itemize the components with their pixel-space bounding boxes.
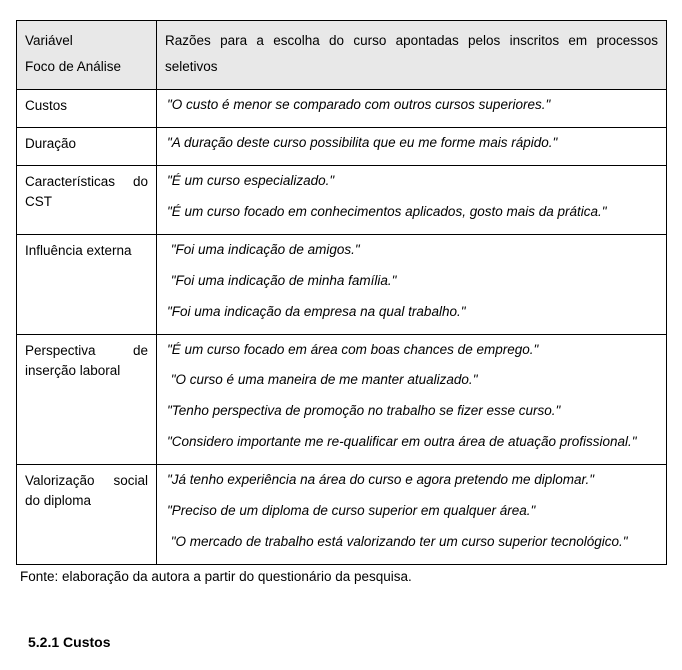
- reasons-cell: "É um curso focado em área com boas chan…: [157, 334, 667, 465]
- table-header-row: Variável Foco de Análise Razões para a e…: [17, 21, 667, 90]
- reasons-cell: "Já tenho experiência na área do curso e…: [157, 465, 667, 565]
- header-variable: Variável Foco de Análise: [17, 21, 157, 90]
- quote-text: "Já tenho experiência na área do curso e…: [167, 471, 658, 490]
- table-row: Influência externa "Foi uma indicação de…: [17, 234, 667, 334]
- reasons-table: Variável Foco de Análise Razões para a e…: [16, 20, 667, 565]
- variable-label: Perspectiva de inserção laboral: [25, 343, 148, 378]
- quote-text: "A duração deste curso possibilita que e…: [167, 134, 658, 153]
- reasons-cell: "A duração deste curso possibilita que e…: [157, 128, 667, 166]
- quote-text: "Foi uma indicação de minha família.": [167, 272, 658, 291]
- header-variable-line2: Foco de Análise: [25, 59, 121, 74]
- table-row: Perspectiva de inserção laboral "É um cu…: [17, 334, 667, 465]
- header-reasons: Razões para a escolha do curso apontadas…: [157, 21, 667, 90]
- variable-cell: Influência externa: [17, 234, 157, 334]
- table-row: Valorização social do diploma "Já tenho …: [17, 465, 667, 565]
- quote-text: "Tenho perspectiva de promoção no trabal…: [167, 402, 658, 421]
- quote-text: "O mercado de trabalho está valorizando …: [167, 533, 658, 552]
- quote-text: "É um curso focado em conhecimentos apli…: [167, 203, 658, 222]
- table-body: Custos "O custo é menor se comparado com…: [17, 90, 667, 564]
- quote-text: "Considero importante me re-qualificar e…: [167, 433, 658, 452]
- quote-text: "O custo é menor se comparado com outros…: [167, 96, 658, 115]
- source-note: Fonte: elaboração da autora a partir do …: [20, 569, 666, 584]
- reasons-cell: "Foi uma indicação de amigos." "Foi uma …: [157, 234, 667, 334]
- quote-text: "Preciso de um diploma de curso superior…: [167, 502, 658, 521]
- variable-cell: Características do CST: [17, 166, 157, 235]
- table-row: Duração "A duração deste curso possibili…: [17, 128, 667, 166]
- table-row: Características do CST "É um curso espec…: [17, 166, 667, 235]
- quote-text: "Foi uma indicação de amigos.": [167, 241, 658, 260]
- variable-cell: Custos: [17, 90, 157, 128]
- reasons-cell: "É um curso especializado." "É um curso …: [157, 166, 667, 235]
- quote-text: "É um curso focado em área com boas chan…: [167, 341, 658, 360]
- quote-text: "Foi uma indicação da empresa na qual tr…: [167, 303, 658, 322]
- variable-cell: Perspectiva de inserção laboral: [17, 334, 157, 465]
- reasons-cell: "O custo é menor se comparado com outros…: [157, 90, 667, 128]
- header-variable-line1: Variável: [25, 33, 73, 48]
- table-row: Custos "O custo é menor se comparado com…: [17, 90, 667, 128]
- variable-cell: Duração: [17, 128, 157, 166]
- quote-text: "É um curso especializado.": [167, 172, 658, 191]
- quote-text: "O curso é uma maneira de me manter atua…: [167, 371, 658, 390]
- variable-cell: Valorização social do diploma: [17, 465, 157, 565]
- section-heading: 5.2.1 Custos: [28, 634, 666, 650]
